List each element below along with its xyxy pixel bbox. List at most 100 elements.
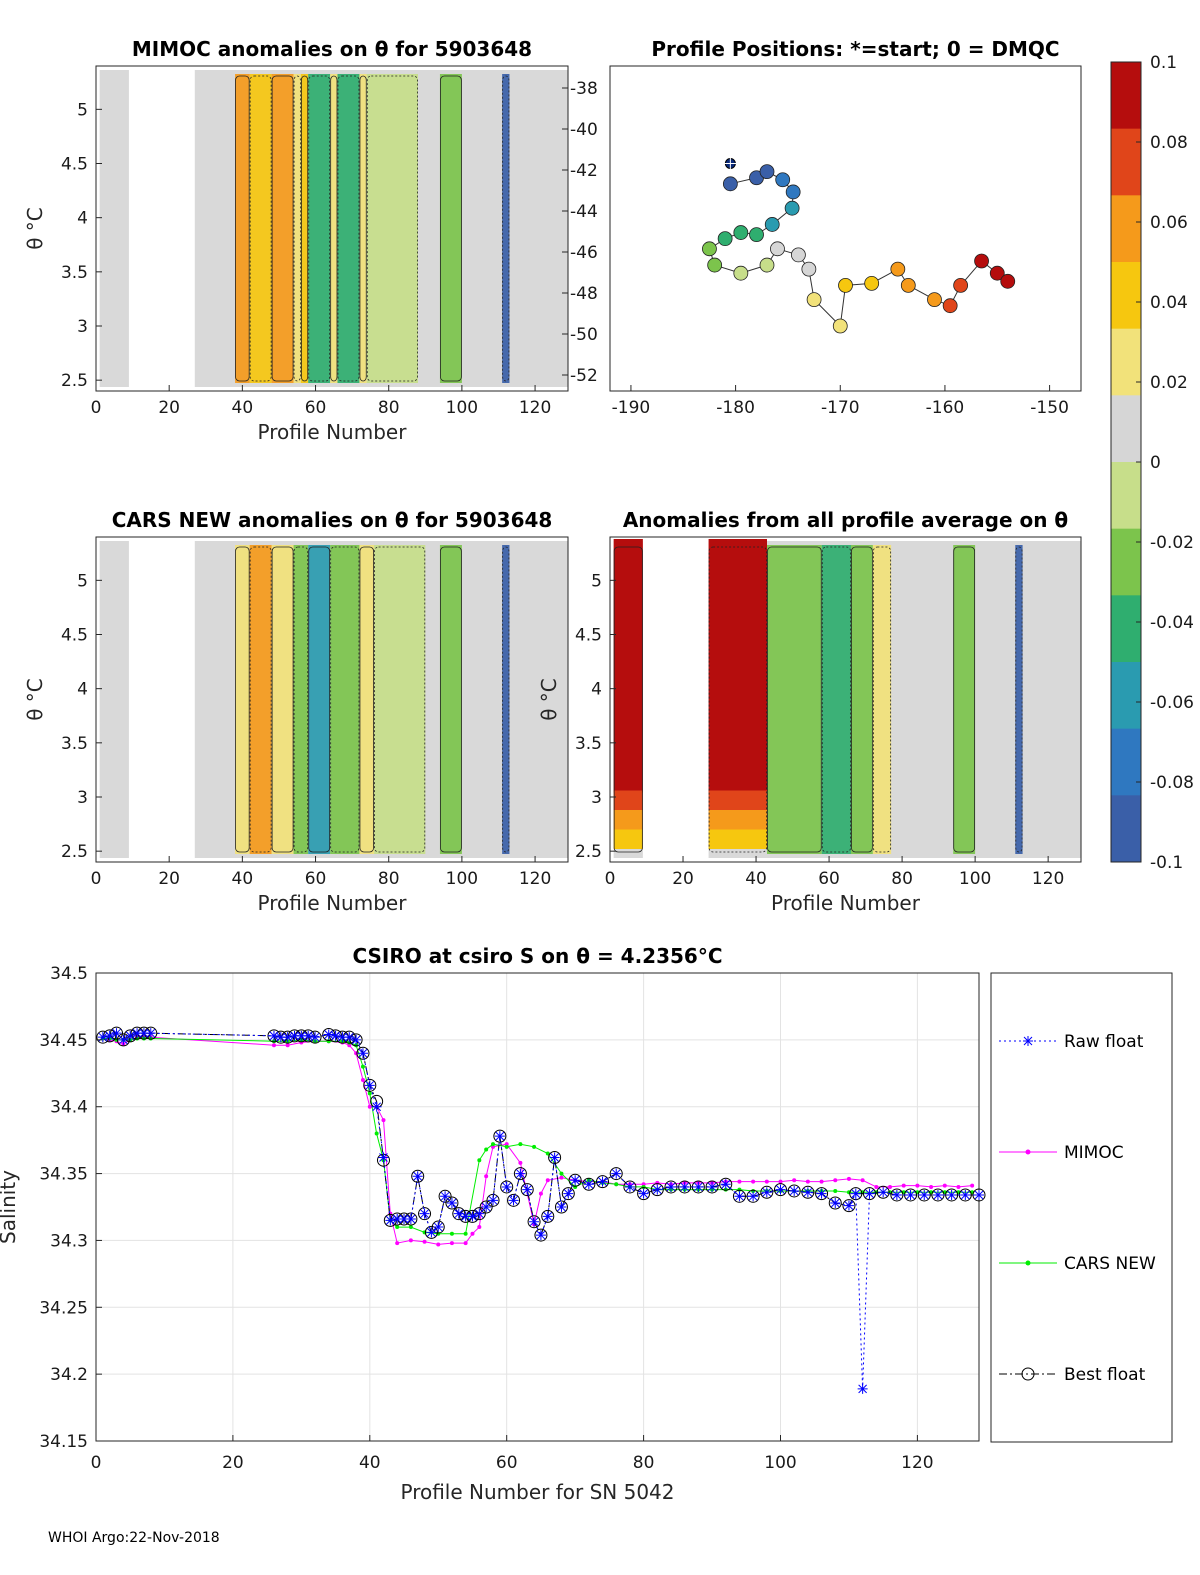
legend-marker	[1025, 1149, 1031, 1155]
data-point	[399, 1214, 410, 1225]
colorbar-tick-label: 0.1	[1150, 53, 1177, 73]
colorbar-tick-label: -0.1	[1150, 853, 1183, 873]
profile-position-point	[722, 176, 738, 192]
data-point	[624, 1181, 635, 1192]
cars-panel	[95, 536, 569, 863]
profile-position-point	[733, 225, 749, 240]
anomaly-band	[330, 545, 360, 854]
data-point	[488, 1195, 499, 1206]
colorbar-tick-label: 0.02	[1150, 373, 1188, 393]
x-tick-label: 120	[519, 869, 551, 889]
x-tick-label: 60	[818, 869, 840, 889]
legend-label: Best float	[1064, 1365, 1146, 1385]
data-point	[874, 1184, 879, 1189]
data-point	[956, 1184, 961, 1189]
data-point	[789, 1185, 800, 1196]
y-tick-label: 3	[77, 317, 88, 337]
data-point	[862, 1187, 876, 1201]
anomaly-band	[613, 790, 643, 810]
anomaly-band	[953, 545, 976, 854]
data-point	[538, 1191, 543, 1196]
data-point	[679, 1181, 690, 1192]
profile-coverage	[99, 541, 129, 858]
colorbar	[1110, 61, 1142, 863]
x-tick-label: 40	[359, 1453, 381, 1473]
data-point	[470, 1231, 475, 1236]
data-point	[919, 1189, 930, 1200]
anomaly-band	[708, 829, 767, 849]
data-point	[842, 1199, 856, 1213]
positions-axes	[609, 65, 1082, 392]
data-point	[641, 1184, 646, 1189]
profile-position-point	[785, 184, 801, 200]
contour-line	[851, 546, 873, 853]
data-point	[732, 1189, 746, 1203]
data-point	[433, 1222, 444, 1233]
y-tick-label: 34.5	[50, 964, 88, 984]
right-tick-label: -40	[570, 120, 598, 140]
data-point	[559, 1175, 564, 1180]
profile-position-point	[702, 241, 717, 257]
y-tick-label: 3.5	[575, 734, 602, 754]
colorbar-segment	[1111, 595, 1141, 663]
profile-position-point	[942, 298, 958, 314]
data-point	[104, 1030, 115, 1041]
data-point	[527, 1215, 541, 1229]
contour-line	[374, 546, 426, 853]
y-tick-label: 34.3	[50, 1231, 88, 1251]
contour-line	[308, 75, 331, 382]
profile-position-point	[900, 277, 916, 293]
data-point	[833, 1188, 838, 1193]
profile-position-point	[784, 200, 800, 216]
contour-line	[271, 75, 294, 382]
data-point	[778, 1179, 783, 1184]
profile-position-point	[832, 318, 848, 334]
x-tick-label: 0	[605, 869, 616, 889]
data-point	[609, 1167, 623, 1181]
data-point	[477, 1158, 482, 1163]
profile-position-point	[974, 253, 989, 269]
data-point	[860, 1178, 865, 1183]
footer-text: WHOI Argo:22-Nov-2018	[48, 1530, 220, 1546]
data-point	[381, 1118, 386, 1123]
data-point	[296, 1030, 307, 1041]
colorbar-segment	[1111, 795, 1141, 863]
data-point	[535, 1230, 546, 1241]
data-point	[491, 1142, 496, 1147]
profile-position-point	[717, 231, 733, 247]
contour-line	[366, 75, 418, 382]
anomaly-band	[708, 810, 767, 830]
legend-box	[990, 972, 1173, 1443]
y-tick-label: 5	[77, 100, 88, 120]
colorbar-segment	[1111, 528, 1141, 596]
colorbar-tick-label: 0.06	[1150, 213, 1188, 233]
anomaly-band	[308, 74, 331, 383]
x-tick-label: 40	[745, 869, 767, 889]
data-point	[349, 1033, 363, 1047]
contour-line	[300, 75, 309, 382]
data-point	[960, 1189, 971, 1200]
y-tick-label: 3.5	[61, 263, 88, 283]
anomaly-band	[308, 545, 331, 854]
colorbar-tick-label: -0.08	[1150, 773, 1194, 793]
anomaly-band	[502, 545, 510, 854]
anomaly-band	[249, 74, 272, 383]
right-tick-label: -48	[570, 284, 598, 304]
y-axis-label: θ °C	[23, 678, 47, 721]
data-point	[942, 1183, 947, 1188]
data-point	[463, 1241, 468, 1246]
x-tick-label: 80	[378, 869, 400, 889]
data-point	[426, 1227, 437, 1238]
data-point	[467, 1211, 478, 1222]
data-point	[655, 1180, 660, 1185]
x-tick-label: -180	[716, 398, 755, 418]
data-point	[445, 1196, 459, 1210]
data-point	[857, 1383, 868, 1394]
data-point	[945, 1188, 959, 1202]
x-tick-label: 40	[232, 869, 254, 889]
data-point	[638, 1188, 649, 1199]
data-point	[285, 1043, 290, 1048]
data-point	[507, 1193, 521, 1207]
data-point	[97, 1032, 108, 1043]
data-point	[481, 1202, 492, 1212]
